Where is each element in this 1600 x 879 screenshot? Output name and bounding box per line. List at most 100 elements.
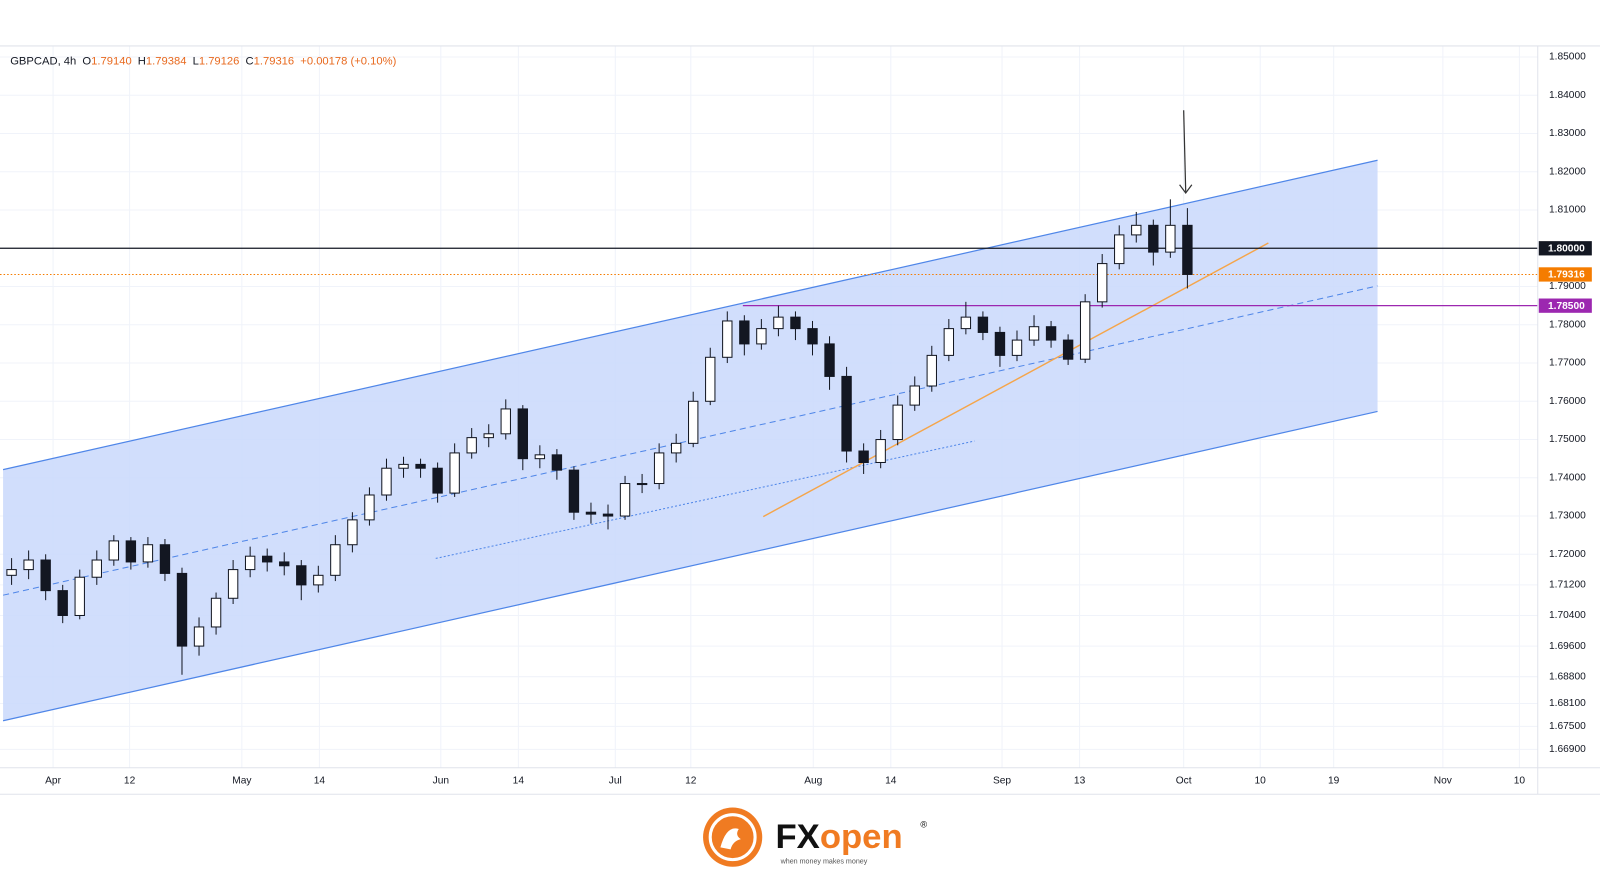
price-label-box bbox=[1538, 267, 1592, 282]
logo-registered: ® bbox=[920, 819, 927, 829]
channel-upper bbox=[2, 159, 1378, 471]
candle-body bbox=[193, 626, 205, 647]
candle-body bbox=[125, 540, 137, 563]
readout-key: L bbox=[193, 55, 199, 67]
candle-body bbox=[1062, 339, 1074, 360]
y-tick-label: 1.72000 bbox=[1549, 549, 1586, 560]
candle-body bbox=[688, 400, 699, 444]
candle-body bbox=[6, 569, 17, 576]
candle-body bbox=[909, 385, 920, 406]
candle-body bbox=[159, 544, 171, 574]
candle-body bbox=[279, 561, 290, 567]
price-label: 1.79316 bbox=[1548, 270, 1585, 281]
candle-body bbox=[381, 467, 392, 496]
candle-body bbox=[585, 511, 597, 515]
candle-body bbox=[602, 513, 614, 517]
candle-body bbox=[773, 316, 784, 330]
candle-body bbox=[1114, 234, 1125, 265]
y-tick-label: 1.66900 bbox=[1549, 744, 1586, 755]
candle-body bbox=[415, 463, 426, 469]
x-tick-label: 10 bbox=[1514, 776, 1526, 787]
candle-body bbox=[500, 408, 511, 435]
x-tick-label: Oct bbox=[1176, 776, 1192, 787]
candle-body bbox=[466, 437, 477, 454]
candle-body bbox=[705, 356, 716, 402]
readout-key: H bbox=[138, 55, 146, 67]
candle-body bbox=[1148, 224, 1159, 253]
y-tick-label: 1.68100 bbox=[1549, 698, 1586, 709]
y-tick-label: 1.69600 bbox=[1549, 641, 1586, 652]
candle-body bbox=[313, 574, 324, 586]
candle-body bbox=[483, 433, 494, 439]
candle-body bbox=[790, 316, 801, 330]
readout-value: 1.79126 bbox=[199, 55, 240, 67]
x-tick-label: Sep bbox=[993, 776, 1011, 787]
readout-change: +0.00178 (+0.10%) bbox=[300, 55, 396, 67]
candle-body bbox=[398, 463, 409, 469]
candle-body bbox=[449, 452, 460, 494]
y-tick-label: 1.79000 bbox=[1549, 281, 1586, 292]
readout-value: 1.79316 bbox=[254, 55, 295, 67]
x-tick-label: 19 bbox=[1328, 776, 1340, 787]
x-tick-label: Aug bbox=[804, 776, 822, 787]
candle-body bbox=[858, 450, 869, 463]
y-tick-label: 1.82000 bbox=[1549, 166, 1586, 177]
candle-body bbox=[364, 494, 375, 521]
candle-body bbox=[994, 331, 1006, 356]
symbol: GBPCAD, 4h bbox=[10, 55, 76, 67]
y-tick-label: 1.68800 bbox=[1549, 671, 1586, 682]
y-tick-label: 1.78000 bbox=[1549, 319, 1586, 330]
candle-body bbox=[108, 540, 120, 561]
support-trendline bbox=[762, 242, 1269, 518]
x-tick-label: 14 bbox=[314, 776, 326, 787]
ohlc-readout: GBPCAD, 4h O1.79140 H1.79384 L1.79126 C1.793… bbox=[10, 55, 396, 67]
candle-body bbox=[892, 404, 903, 441]
candle-body bbox=[1045, 326, 1057, 341]
y-tick-label: 1.84000 bbox=[1549, 90, 1586, 101]
candle-body bbox=[1131, 224, 1142, 236]
candle-body bbox=[1028, 326, 1040, 341]
candle-body bbox=[534, 454, 546, 460]
candle-body bbox=[432, 467, 443, 494]
x-tick-label: 12 bbox=[124, 776, 136, 787]
candle-body bbox=[756, 328, 767, 345]
y-tick-label: 1.74000 bbox=[1549, 472, 1586, 483]
candle-body bbox=[347, 519, 358, 546]
x-tick-label: 12 bbox=[685, 776, 697, 787]
candle-body bbox=[57, 590, 68, 616]
candle-body bbox=[636, 483, 648, 486]
y-tick-label: 1.81000 bbox=[1549, 205, 1586, 216]
candle-body bbox=[1096, 263, 1108, 303]
candle-body bbox=[91, 559, 102, 578]
y-tick-label: 1.70400 bbox=[1549, 610, 1586, 621]
candle-body bbox=[330, 544, 341, 576]
x-tick-label: May bbox=[232, 776, 252, 787]
candle-body bbox=[23, 559, 34, 571]
y-tick-label: 1.67500 bbox=[1549, 721, 1586, 732]
x-tick-label: Apr bbox=[45, 776, 61, 787]
candle-body bbox=[619, 483, 631, 517]
price-label-box bbox=[1538, 298, 1592, 313]
candle-body bbox=[841, 375, 852, 452]
y-tick-label: 1.83000 bbox=[1549, 128, 1586, 139]
candle-body bbox=[653, 452, 665, 485]
logo-text: FXopen bbox=[776, 818, 903, 856]
candle-body bbox=[568, 469, 580, 513]
arrow-shaft bbox=[1183, 110, 1187, 192]
logo-fx: FX bbox=[776, 818, 820, 856]
y-tick-label: 1.77000 bbox=[1549, 358, 1586, 369]
candle-body bbox=[943, 328, 955, 356]
candle-body bbox=[824, 343, 835, 377]
readout-key: C bbox=[246, 55, 254, 67]
candle-body bbox=[551, 454, 563, 471]
candle-body bbox=[176, 572, 188, 647]
x-tick-label: Jun bbox=[433, 776, 449, 787]
x-tick-label: 13 bbox=[1074, 776, 1086, 787]
x-tick-label: 14 bbox=[513, 776, 525, 787]
candle-body bbox=[40, 559, 51, 592]
y-tick-label: 1.75000 bbox=[1549, 434, 1586, 445]
candle-body bbox=[875, 439, 886, 463]
candle-body bbox=[722, 320, 733, 358]
x-tick-label: 10 bbox=[1255, 776, 1267, 787]
